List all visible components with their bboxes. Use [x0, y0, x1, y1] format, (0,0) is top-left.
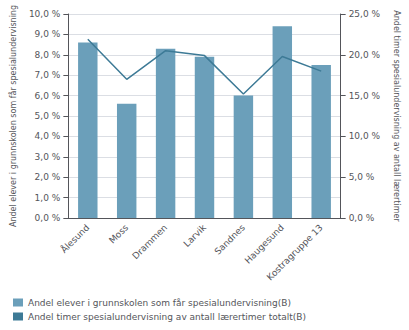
svg-text:Sandnes: Sandnes: [213, 222, 248, 257]
svg-text:6,0 %: 6,0 %: [35, 91, 61, 101]
svg-text:10,0 %: 10,0 %: [29, 9, 61, 19]
svg-text:15,0 %: 15,0 %: [349, 91, 381, 101]
svg-text:Ålesund: Ålesund: [58, 222, 91, 255]
svg-text:3,0 %: 3,0 %: [35, 152, 61, 162]
svg-text:20,0 %: 20,0 %: [349, 50, 381, 60]
svg-text:Andel timer spesialundervisnin: Andel timer spesialundervisning av antal…: [392, 10, 401, 222]
svg-text:Drammen: Drammen: [130, 222, 169, 261]
svg-text:5,0 %: 5,0 %: [35, 111, 61, 121]
svg-text:2,0 %: 2,0 %: [35, 172, 61, 182]
svg-text:0,0 %: 0,0 %: [349, 213, 375, 223]
svg-text:5,0 %: 5,0 %: [349, 172, 375, 182]
svg-text:0,0 %: 0,0 %: [35, 213, 61, 223]
svg-text:1,0 %: 1,0 %: [35, 193, 61, 203]
svg-text:Kostragruppe 13: Kostragruppe 13: [265, 222, 325, 282]
svg-text:4,0 %: 4,0 %: [35, 131, 61, 141]
svg-text:Andel timer spesialundervisnin: Andel timer spesialundervisning av antal…: [28, 312, 306, 322]
svg-text:25,0 %: 25,0 %: [349, 9, 381, 19]
svg-text:9,0 %: 9,0 %: [35, 29, 61, 39]
svg-text:8,0 %: 8,0 %: [35, 50, 61, 60]
svg-text:Moss: Moss: [107, 222, 130, 245]
svg-text:10,0 %: 10,0 %: [349, 131, 381, 141]
svg-text:Larvik: Larvik: [182, 222, 209, 249]
svg-text:Andel elever i grunnskolen som: Andel elever i grunnskolen som får spesi…: [28, 298, 291, 308]
svg-text:7,0 %: 7,0 %: [35, 70, 61, 80]
svg-text:Haugesund: Haugesund: [243, 222, 286, 265]
svg-text:Andel elever i grunnskolen som: Andel elever i grunnskolen som får spesi…: [8, 5, 18, 227]
